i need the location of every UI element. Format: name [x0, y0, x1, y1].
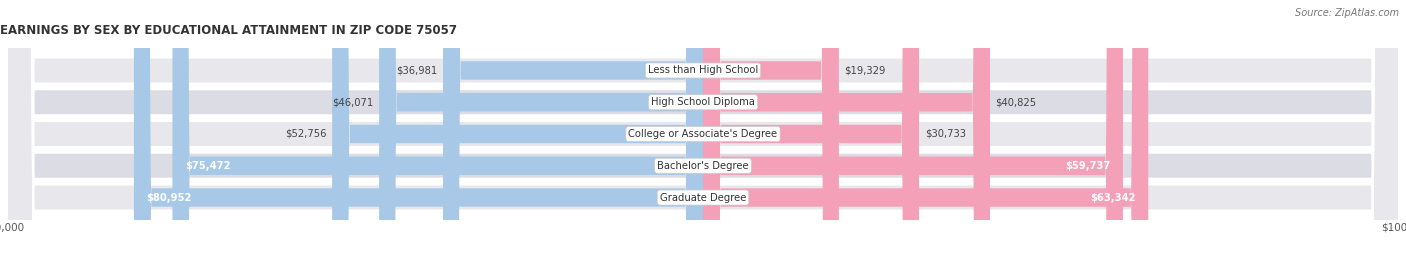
FancyBboxPatch shape: [7, 0, 1399, 268]
Text: High School Diploma: High School Diploma: [651, 97, 755, 107]
Text: $59,737: $59,737: [1066, 161, 1111, 171]
Text: College or Associate's Degree: College or Associate's Degree: [628, 129, 778, 139]
FancyBboxPatch shape: [703, 0, 1149, 268]
Text: Less than High School: Less than High School: [648, 65, 758, 76]
FancyBboxPatch shape: [173, 0, 703, 268]
Text: Graduate Degree: Graduate Degree: [659, 192, 747, 203]
Text: $19,329: $19,329: [845, 65, 886, 76]
Text: $63,342: $63,342: [1090, 192, 1136, 203]
FancyBboxPatch shape: [703, 0, 839, 268]
Text: Source: ZipAtlas.com: Source: ZipAtlas.com: [1295, 8, 1399, 18]
Text: $40,825: $40,825: [995, 97, 1036, 107]
Text: Bachelor's Degree: Bachelor's Degree: [657, 161, 749, 171]
FancyBboxPatch shape: [703, 0, 990, 268]
Text: $75,472: $75,472: [186, 161, 231, 171]
Text: $80,952: $80,952: [146, 192, 193, 203]
FancyBboxPatch shape: [380, 0, 703, 268]
Text: $30,733: $30,733: [925, 129, 966, 139]
FancyBboxPatch shape: [703, 0, 920, 268]
Text: $52,756: $52,756: [285, 129, 326, 139]
Text: $46,071: $46,071: [332, 97, 374, 107]
FancyBboxPatch shape: [332, 0, 703, 268]
Text: $36,981: $36,981: [396, 65, 437, 76]
FancyBboxPatch shape: [7, 0, 1399, 268]
FancyBboxPatch shape: [7, 0, 1399, 268]
FancyBboxPatch shape: [7, 0, 1399, 268]
Text: EARNINGS BY SEX BY EDUCATIONAL ATTAINMENT IN ZIP CODE 75057: EARNINGS BY SEX BY EDUCATIONAL ATTAINMEN…: [0, 24, 457, 37]
FancyBboxPatch shape: [703, 0, 1123, 268]
FancyBboxPatch shape: [443, 0, 703, 268]
FancyBboxPatch shape: [7, 0, 1399, 268]
FancyBboxPatch shape: [134, 0, 703, 268]
